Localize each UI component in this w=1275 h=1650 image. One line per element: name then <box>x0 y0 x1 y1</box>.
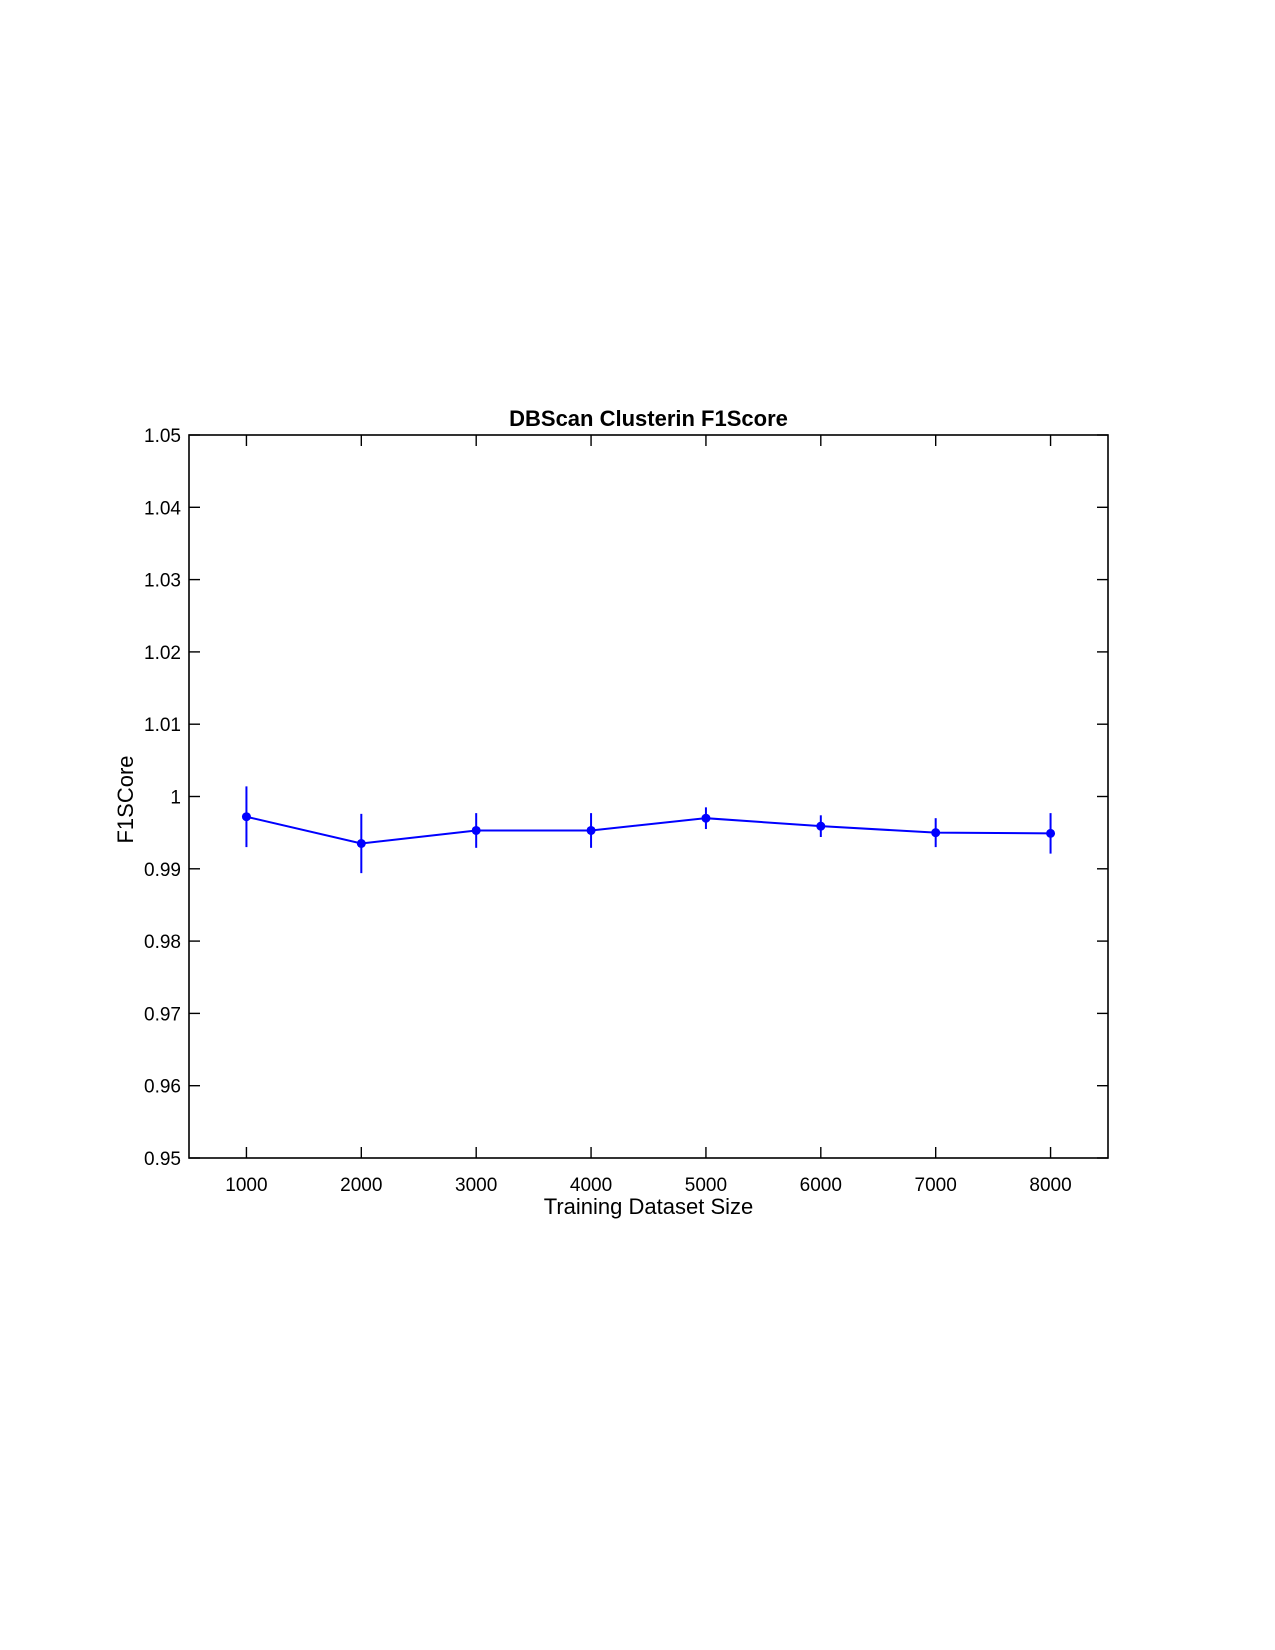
series-0 <box>241 786 1056 874</box>
data-point <box>931 828 941 838</box>
y-axis-label: F1SCore <box>113 755 138 843</box>
data-point <box>586 825 596 835</box>
x-axis-label: Training Dataset Size <box>544 1194 754 1219</box>
y-tick-label: 1.05 <box>144 426 181 447</box>
x-tick-label: 5000 <box>685 1175 727 1196</box>
y-tick-label: 0.99 <box>144 860 181 881</box>
y-tick-label: 0.98 <box>144 932 181 953</box>
x-tick-label: 2000 <box>340 1175 382 1196</box>
chart-title: DBScan Clusterin F1Score <box>509 406 788 431</box>
y-tick-label: 0.96 <box>144 1077 181 1098</box>
y-tick-label: 0.95 <box>144 1149 181 1170</box>
x-tick-label: 1000 <box>225 1175 267 1196</box>
series-layer <box>241 786 1056 874</box>
x-tick-label: 4000 <box>570 1175 612 1196</box>
x-tick-label: 3000 <box>455 1175 497 1196</box>
data-point <box>356 838 366 848</box>
x-tick-label: 6000 <box>800 1175 842 1196</box>
data-point <box>701 813 711 823</box>
series-line <box>246 815 1051 845</box>
y-tick-label: 1.01 <box>144 715 181 736</box>
data-point <box>1046 828 1056 838</box>
y-tick-label: 0.97 <box>144 1004 181 1025</box>
x-tick-label: 7000 <box>915 1175 957 1196</box>
y-tick-labels: 0.95 0.96 0.97 0.98 0.99 1 1.01 1.02 1.03 1.04 1.0… <box>144 426 181 1170</box>
x-tick-label: 8000 <box>1029 1175 1071 1196</box>
data-point <box>816 821 826 831</box>
y-tick-label: 1.03 <box>144 571 181 592</box>
tick-marks <box>189 434 1108 1159</box>
x-tick-labels: 1000 2000 3000 4000 5000 6000 7000 8000 <box>225 1175 1071 1196</box>
data-point <box>241 812 251 822</box>
plot-axes: 1000 2000 3000 4000 5000 6000 7000 8000 0.950.9… <box>144 426 1109 1196</box>
data-point <box>471 825 481 835</box>
y-tick-label: 1 <box>170 788 181 809</box>
y-tick-label: 1.02 <box>144 643 181 664</box>
y-tick-label: 1.04 <box>144 498 181 519</box>
